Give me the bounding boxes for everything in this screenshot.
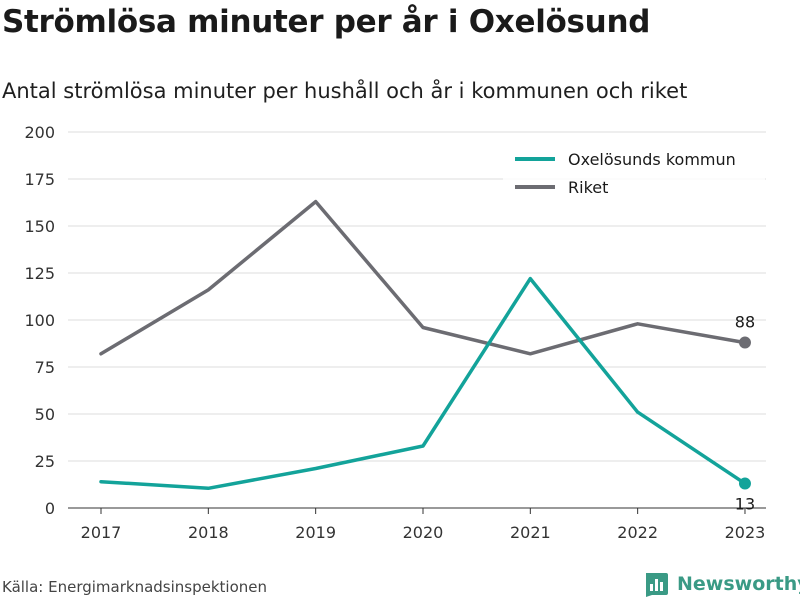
series-lines: 88 13 (99, 199, 755, 514)
chart-subtitle: Antal strömlösa minuter per hushåll och … (2, 79, 688, 103)
legend: Oxelösunds kommun Riket (503, 144, 765, 208)
y-tick-label: 75 (35, 358, 55, 377)
y-tick-label: 200 (24, 123, 55, 142)
data-label: 88 (735, 313, 755, 332)
source-note: Källa: Energimarknadsinspektionen (2, 578, 268, 596)
series-end-point (738, 477, 751, 490)
x-tick-label: 2018 (188, 523, 229, 542)
brand-logo[interactable]: Newsworthy (644, 569, 800, 599)
y-axis: 0 25 50 75 100 125 150 175 200 (24, 123, 55, 518)
legend-label: Oxelösunds kommun (568, 150, 736, 169)
y-tick-label: 125 (24, 264, 55, 283)
x-tick-label: 2021 (510, 523, 551, 542)
x-tick-label: 2017 (81, 523, 122, 542)
legend-background (503, 144, 765, 208)
x-tick-label: 2019 (295, 523, 336, 542)
x-tick-label: 2020 (403, 523, 444, 542)
series-line (99, 276, 747, 491)
y-tick-label: 50 (35, 405, 55, 424)
data-label: 13 (735, 495, 755, 514)
y-tick-label: 25 (35, 452, 55, 471)
y-tick-label: 0 (45, 499, 55, 518)
x-tick-label: 2023 (725, 523, 766, 542)
brand-name: Newsworthy (677, 573, 800, 595)
chart-title: Strömlösa minuter per år i Oxelösund (2, 4, 651, 40)
bar-chart-logo-icon (646, 573, 668, 597)
series-line (99, 199, 747, 356)
y-tick-label: 175 (24, 170, 55, 189)
legend-label: Riket (568, 178, 608, 197)
x-axis: 2017 2018 2019 2020 2021 2022 2023 (68, 507, 766, 542)
series-end-point (738, 336, 751, 349)
x-tick-label: 2022 (617, 523, 658, 542)
y-tick-label: 100 (24, 311, 55, 330)
y-tick-label: 150 (24, 217, 55, 236)
